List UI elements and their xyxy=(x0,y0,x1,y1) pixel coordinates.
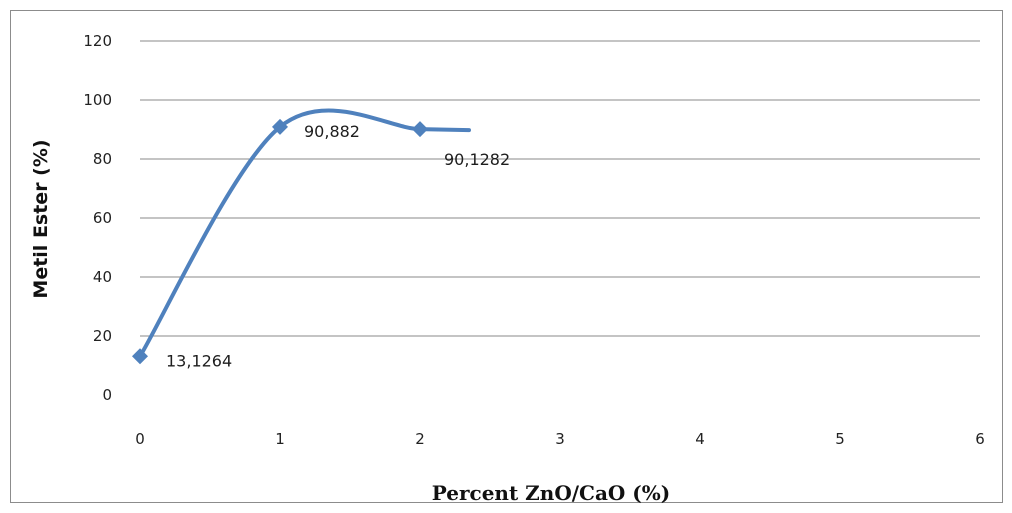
x-axis-label: Percent ZnO/CaO (%) xyxy=(432,481,670,505)
x-tick-5: 5 xyxy=(835,430,845,448)
x-tick-1: 1 xyxy=(275,430,285,448)
data-point-1 xyxy=(272,118,288,135)
y-axis-label: Metil Ester (%) xyxy=(30,139,52,298)
x-tick-6: 6 xyxy=(975,430,985,448)
y-tick-40: 40 xyxy=(93,268,112,286)
x-tick-0: 0 xyxy=(135,430,145,448)
y-tick-120: 120 xyxy=(83,32,112,50)
y-tick-20: 20 xyxy=(93,327,112,345)
x-tick-2: 2 xyxy=(415,430,425,448)
data-label-1: 90,882 xyxy=(304,122,360,141)
gridlines xyxy=(140,40,980,337)
data-point-0 xyxy=(132,348,148,365)
y-tick-100: 100 xyxy=(83,91,112,109)
data-labels: 13,1264 90,882 90,1282 xyxy=(166,122,510,370)
y-tick-60: 60 xyxy=(93,209,112,227)
data-label-0: 13,1264 xyxy=(166,351,232,370)
y-tick-labels: 0 20 40 60 80 100 120 xyxy=(83,32,112,404)
chart-frame xyxy=(10,10,1003,503)
y-tick-0: 0 xyxy=(102,386,112,404)
series-group xyxy=(132,108,471,365)
y-tick-80: 80 xyxy=(93,150,112,168)
data-point-2 xyxy=(412,121,428,138)
x-tick-4: 4 xyxy=(695,430,705,448)
data-label-2: 90,1282 xyxy=(444,150,510,169)
x-tick-labels: 0 1 2 3 4 5 6 xyxy=(135,430,985,448)
series-line-0 xyxy=(138,108,471,359)
x-tick-3: 3 xyxy=(555,430,565,448)
